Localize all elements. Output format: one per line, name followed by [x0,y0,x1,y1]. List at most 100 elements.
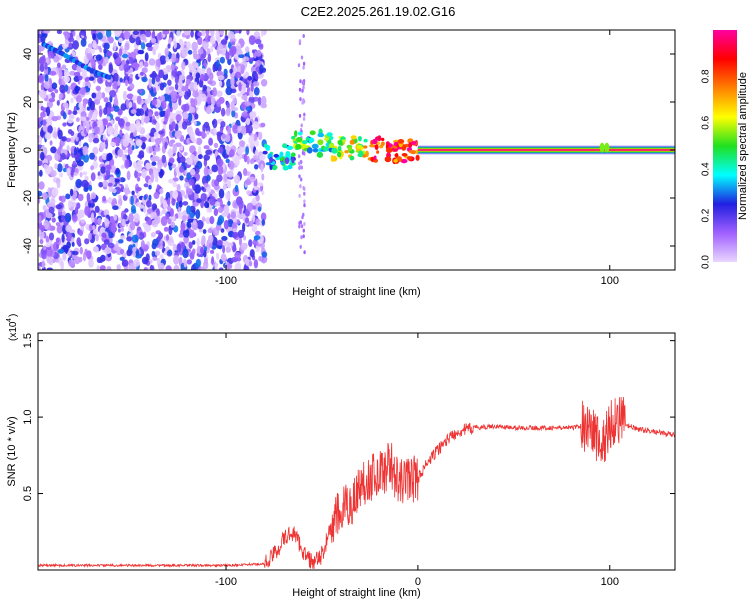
heatmap-noise-cell [56,243,60,250]
heatmap-band-cell [381,137,385,142]
heatmap-noise-cell [109,90,117,98]
heatmap-noise-cell [231,34,236,40]
heatmap-band-cell [397,139,405,144]
heatmap-noise-cell [103,48,107,54]
heatmap-noise-cell [148,58,156,66]
heatmap-noise-cell [261,190,265,195]
heatmap-noise-cell [112,80,118,90]
heatmap-noise-cell [130,195,134,206]
heatmap-noise-cell [232,243,237,253]
heatmap-noise-cell [118,216,122,222]
heatmap-noise-cell [154,146,161,152]
heatmap-noise-cell [74,147,77,156]
heatmap-noise-cell [101,232,107,238]
heatmap-noise-cell [103,42,110,50]
heatmap-noise-cell [47,50,54,59]
heatmap-noise-cell [225,144,230,155]
heatmap-noise-cell [123,214,128,220]
heatmap-noise-cell [62,102,69,108]
heatmap-noise-cell [233,174,241,184]
heatmap-noise-cell [242,82,247,90]
heatmap-noise-cell [205,106,212,115]
heatmap-noise-cell [67,109,72,115]
heatmap-noise-cell [228,160,235,170]
heatmap-noise-cell [122,252,127,258]
heatmap-noise-cell [246,155,250,165]
heatmap-noise-cell [62,224,67,235]
heatmap-noise-cell [51,187,59,197]
snr-multiplier-exponent: 4 [6,318,13,322]
heatmap-noise-cell [47,201,53,207]
heatmap-noise-cell [218,267,224,270]
heatmap-noise-cell [97,175,103,180]
heatmap-noise-cell [104,247,112,255]
heatmap-noise-cell [257,182,264,187]
heatmap-noise-cell [155,58,161,68]
heatmap-noise-cell [182,121,188,130]
heatmap-band-cell [350,135,357,140]
heatmap-band-cell [264,143,268,148]
heatmap-noise-cell [118,239,124,244]
heatmap-noise-cell [242,222,246,233]
heatmap-noise-cell [68,229,76,234]
heatmap-noise-cell [92,146,99,155]
heatmap-noise-cell [159,188,164,195]
heatmap-noise-cell [138,150,145,159]
snr-xlabel: Height of straight line (km) [292,587,420,599]
heatmap-noise-cell [43,245,47,251]
heatmap-noise-cell [239,140,245,148]
heatmap-noise-cell [163,226,169,232]
heatmap-noise-cell [137,172,142,177]
heatmap-noise-cell [96,265,100,270]
heatmap-noise-cell [193,81,198,91]
heatmap-noise-cell [144,52,149,62]
heatmap-noise-cell [187,49,193,55]
heatmap-noise-cell [44,132,52,140]
heatmap-noise-cell [86,106,91,111]
heatmap-noise-cell [303,112,306,117]
heatmap-band-cell [376,150,380,154]
heatmap-noise-cell [103,239,110,245]
heatmap-noise-cell [238,54,245,59]
heatmap-noise-cell [98,181,104,188]
heatmap-noise-cell [192,61,196,68]
heatmap-noise-cell [171,198,176,206]
heatmap-noise-cell [81,179,89,188]
heatmap-noise-cell [195,72,201,79]
heatmap-noise-cell [106,153,112,162]
heatmap-noise-cell [200,193,207,202]
heatmap-noise-cell [164,47,169,57]
heatmap-noise-cell [248,239,253,248]
heatmap-noise-cell [146,200,152,208]
heatmap-noise-cell [298,161,301,166]
heatmap-noise-cell [129,73,134,79]
heatmap-noise-cell [203,59,207,68]
heatmap-noise-cell [244,217,249,224]
heatmap-noise-cell [189,229,195,239]
heatmap-noise-cell [213,208,219,217]
heatmap-noise-cell [129,220,136,231]
heatmap-noise-cell [72,192,76,201]
heatmap-noise-cell [92,40,97,49]
heatmap-noise-cell [140,33,146,41]
heatmap-noise-cell [302,212,305,217]
heatmap-noise-cell [75,136,79,142]
heatmap-noise-cell [211,164,219,173]
heatmap-noise-cell [172,143,177,154]
heatmap-noise-cell [38,75,45,84]
heatmap-noise-cell [69,188,74,197]
heatmap-noise-cell [122,138,129,148]
heatmap-band-cell [362,145,368,149]
heatmap-noise-cell [77,239,81,247]
heatmap-noise-cell [245,146,250,156]
heatmap-noise-cell [62,252,67,261]
heatmap-noise-cell [49,70,57,76]
heatmap-noise-cell [231,41,236,46]
heatmap-noise-cell [167,197,171,208]
heatmap-noise-cell [41,259,45,269]
heatmap-noise-cell [128,212,134,223]
heatmap-noise-cell [118,118,125,127]
heatmap-noise-cell [141,256,149,265]
heatmap-noise-cell [96,32,103,40]
heatmap-noise-cell [138,232,145,240]
